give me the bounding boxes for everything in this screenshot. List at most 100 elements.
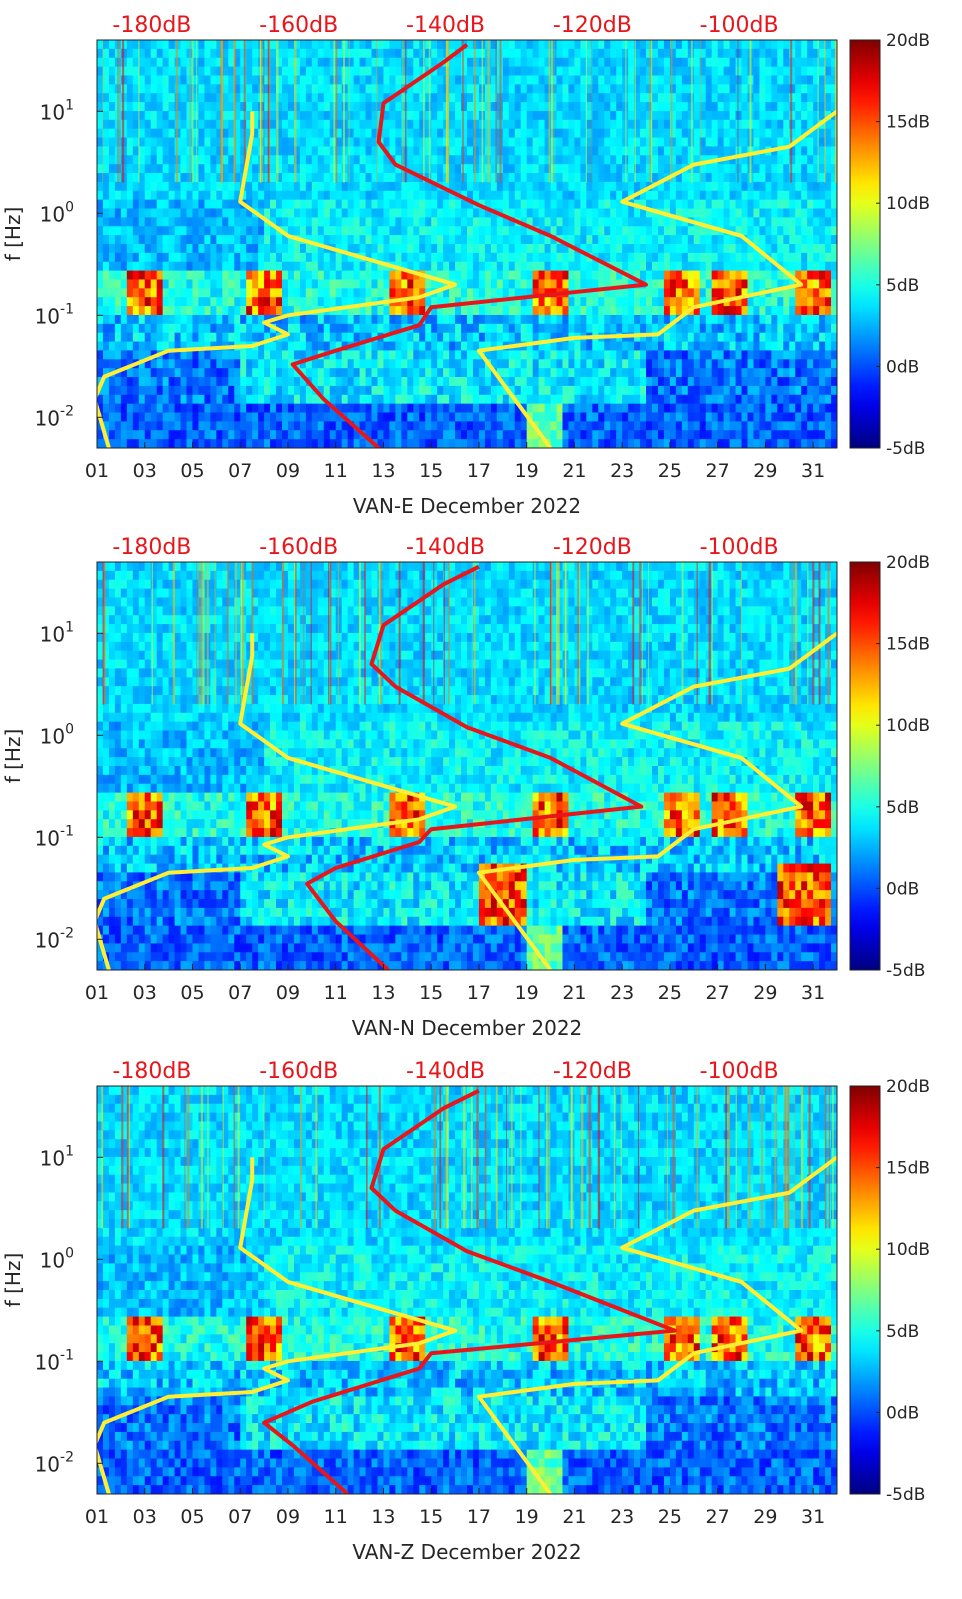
y-tick-label: 100: [40, 1245, 74, 1272]
top-scale-label: -120dB: [553, 1059, 632, 1084]
colorbar-label: 20dB: [886, 553, 930, 573]
model-curve-low: [97, 111, 458, 448]
colorbar-label: 10dB: [886, 1240, 930, 1260]
x-tick-label: 29: [753, 982, 777, 1004]
colorbar-label: 5dB: [886, 798, 919, 818]
y-tick-label: 10-2: [35, 925, 74, 952]
panel-3: 01 03 05 07 09 11 13 15 17 19 21 23 25 27 29 31 VAN-Z De…: [1, 1059, 930, 1564]
top-scale-label: -180dB: [112, 535, 191, 560]
colorbar-label: 5dB: [886, 1322, 919, 1342]
x-tick-label: 25: [658, 1506, 682, 1528]
spectrogram-heatmap: [97, 40, 837, 448]
x-tick-label: 31: [801, 460, 825, 482]
colorbar-label: 0dB: [886, 357, 919, 377]
x-tick-label: 21: [562, 982, 586, 1004]
x-tick-label: 05: [180, 1506, 204, 1528]
x-tick-label: 19: [515, 982, 539, 1004]
x-tick-label: 31: [801, 982, 825, 1004]
top-scale-label: -160dB: [259, 1059, 338, 1084]
x-tick-label: 29: [753, 1506, 777, 1528]
x-tick-label: 03: [133, 460, 157, 482]
x-tick-label: 19: [515, 460, 539, 482]
x-tick-label: 09: [276, 460, 300, 482]
x-tick-label: 07: [228, 982, 252, 1004]
x-tick-label: 01: [85, 982, 109, 1004]
colorbar-label: 15dB: [886, 635, 930, 655]
x-tick-label: 27: [706, 460, 730, 482]
model-curve-low: [97, 633, 458, 970]
x-tick-label: 07: [228, 1506, 252, 1528]
y-tick-label: 101: [40, 97, 74, 124]
top-scale-label: -120dB: [553, 535, 632, 560]
colorbar-label: 20dB: [886, 1077, 930, 1097]
x-tick-label: 21: [562, 460, 586, 482]
x-tick-label: 13: [371, 1506, 395, 1528]
x-axis-label: VAN-Z December 2022: [352, 1540, 581, 1564]
x-tick-label: 01: [85, 1506, 109, 1528]
panel-2: 01 03 05 07 09 11 13 15 17 19 21 23 25 27 29 31 VAN-N De…: [1, 535, 930, 1040]
y-tick-label: 10-2: [35, 1449, 74, 1476]
top-scale-label: -140dB: [406, 13, 485, 38]
median-psd-curve: [262, 1088, 677, 1494]
median-psd-curve: [290, 43, 648, 448]
x-tick-label: 17: [467, 1506, 491, 1528]
x-tick-label: 27: [706, 1506, 730, 1528]
model-curve-low: [97, 1157, 458, 1494]
y-tick-label: 101: [40, 619, 74, 646]
x-tick-label: 25: [658, 982, 682, 1004]
top-scale-label: -160dB: [259, 13, 338, 38]
x-tick-label: 05: [180, 460, 204, 482]
y-tick-label: 101: [40, 1143, 74, 1170]
model-curve-high: [476, 631, 837, 970]
x-axis-label: VAN-N December 2022: [352, 1016, 583, 1040]
x-tick-label: 11: [324, 1506, 348, 1528]
x-axis-label: VAN-E December 2022: [353, 494, 581, 518]
x-tick-label: 23: [610, 1506, 634, 1528]
colorbar-label: -5dB: [886, 439, 925, 459]
colorbar-label: -5dB: [886, 961, 925, 981]
x-tick-label: 25: [658, 460, 682, 482]
top-scale-label: -100dB: [700, 535, 779, 560]
x-tick-label: 05: [180, 982, 204, 1004]
y-tick-label: 10-2: [35, 403, 74, 430]
x-tick-label: 27: [706, 982, 730, 1004]
colorbar: [849, 1085, 881, 1495]
colorbar: [849, 39, 881, 449]
y-axis-label: f [Hz]: [1, 207, 25, 262]
spectrogram-heatmap: [97, 562, 837, 970]
x-tick-label: 15: [419, 1506, 443, 1528]
x-tick-label: 09: [276, 1506, 300, 1528]
plot-frame: [96, 561, 838, 971]
top-scale-label: -140dB: [406, 535, 485, 560]
plot-frame: [96, 39, 838, 449]
x-tick-label: 03: [133, 982, 157, 1004]
colorbar-label: 0dB: [886, 1403, 919, 1423]
spectrogram-heatmap: [97, 1086, 837, 1494]
y-axis-label: f [Hz]: [1, 729, 25, 784]
y-tick-label: 100: [40, 199, 74, 226]
x-tick-label: 29: [753, 460, 777, 482]
x-tick-label: 13: [371, 982, 395, 1004]
colorbar-label: 0dB: [886, 879, 919, 899]
x-tick-label: 09: [276, 982, 300, 1004]
colorbar-label: 5dB: [886, 276, 919, 296]
y-tick-label: 100: [40, 721, 74, 748]
y-tick-label: 10-1: [35, 823, 74, 850]
x-tick-label: 11: [324, 982, 348, 1004]
y-tick-label: 10-1: [35, 301, 74, 328]
x-tick-label: 15: [419, 460, 443, 482]
top-scale-label: -180dB: [112, 13, 191, 38]
plot-frame: [96, 1085, 838, 1495]
colorbar-label: -5dB: [886, 1485, 925, 1505]
x-tick-label: 23: [610, 982, 634, 1004]
y-tick-label: 10-1: [35, 1347, 74, 1374]
top-scale-label: -140dB: [406, 1059, 485, 1084]
x-tick-label: 17: [467, 460, 491, 482]
colorbar: [849, 561, 881, 971]
x-tick-label: 23: [610, 460, 634, 482]
colorbar-label: 20dB: [886, 31, 930, 51]
top-scale-label: -180dB: [112, 1059, 191, 1084]
y-axis-label: f [Hz]: [1, 1253, 25, 1308]
median-psd-curve: [305, 564, 644, 970]
